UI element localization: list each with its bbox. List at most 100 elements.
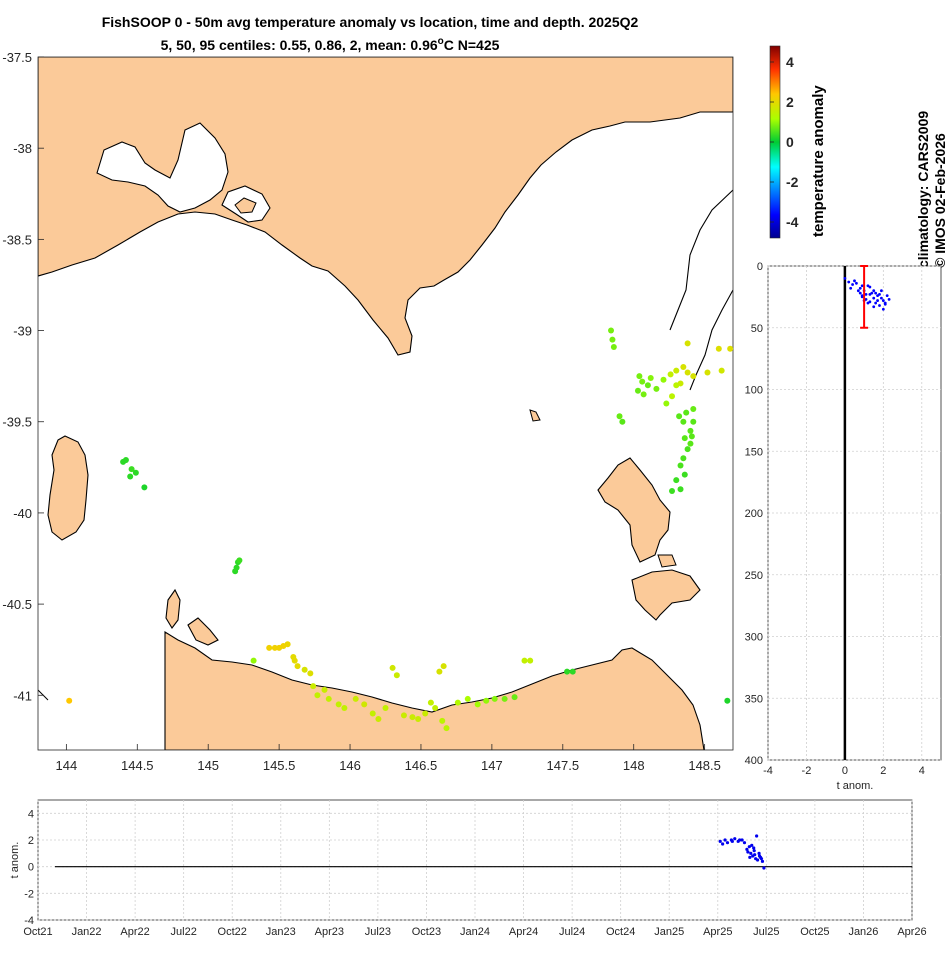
map-point — [132, 469, 139, 476]
time-x-tick-label: Apr25 — [703, 926, 732, 938]
time-point — [755, 834, 759, 838]
map-point — [690, 373, 697, 380]
profile-point — [870, 291, 874, 295]
map-point — [687, 440, 694, 447]
land-victoria — [38, 57, 733, 356]
map-point — [382, 705, 389, 712]
time-point — [755, 858, 760, 862]
map-point — [704, 369, 711, 376]
time-ticks: Oct21 Jan22 Apr22 Jul22 Oct22 Jan23 Apr23 Jul23… — [23, 808, 926, 938]
map-point — [127, 473, 134, 480]
map-point — [361, 701, 368, 708]
map-point — [432, 705, 439, 712]
map-point — [681, 435, 688, 442]
time-x-tick-label: Oct21 — [23, 926, 52, 938]
time-series-panel: Oct21 Jan22 Apr22 Jul22 Oct22 Jan23 Apr23 Jul23… — [9, 799, 927, 938]
french-island — [234, 197, 257, 214]
time-x-tick-label: Jul25 — [753, 926, 779, 938]
land-cape-barren — [631, 569, 701, 621]
map-point — [680, 364, 687, 371]
profile-point — [843, 276, 847, 280]
map-point — [66, 697, 73, 704]
profile-point — [881, 299, 885, 302]
map-point — [491, 695, 498, 702]
profile-y-tick-label: 200 — [745, 508, 763, 520]
map-point — [443, 725, 450, 732]
map-point — [427, 699, 434, 706]
map-point — [439, 717, 446, 724]
time-point — [752, 849, 756, 853]
map-point — [724, 697, 731, 704]
map-point — [271, 644, 278, 651]
profile-point — [851, 283, 854, 286]
title-line2-prefix: 5, 50, 95 centiles: 0.55, 0.86, 2, mean:… — [161, 37, 438, 53]
map-point — [415, 715, 422, 722]
map-point — [687, 427, 694, 434]
map-x-tick-label: 147 — [481, 758, 503, 773]
map-point — [440, 663, 447, 670]
map-y-ticks: -37.5 -38 -38.5 -39 -39.5 -40 -40.5 -41 — [2, 50, 44, 703]
time-point — [746, 850, 750, 854]
profile-y-tick-label: 350 — [745, 693, 763, 705]
map-x-tick-label: 145 — [197, 758, 219, 773]
map-point — [690, 418, 697, 425]
profile-x-tick-label: 2 — [880, 765, 886, 777]
profile-point — [858, 286, 862, 290]
map-point — [310, 683, 317, 690]
map-point — [128, 466, 135, 473]
map-point — [483, 697, 490, 704]
east-coast-line — [689, 289, 733, 391]
profile-point — [853, 279, 856, 283]
profile-point — [872, 305, 876, 309]
map-x-tick-label: 148.5 — [688, 758, 721, 773]
map-x-tick-label: 146 — [339, 758, 361, 773]
land-hunter-island — [165, 588, 181, 629]
time-point — [730, 839, 734, 843]
time-x-tick-label: Oct22 — [218, 926, 247, 938]
time-y-tick-label: -4 — [24, 915, 34, 927]
title-line2-degree: o — [438, 36, 444, 47]
map-point — [284, 641, 291, 648]
map-point — [325, 695, 332, 702]
time-marks — [55, 834, 912, 870]
profile-y-tick-label: 100 — [745, 385, 763, 397]
title-line2-suffix: C N=425 — [444, 37, 500, 53]
land-king-island — [47, 435, 89, 541]
profile-x-tick-label: 0 — [842, 765, 848, 777]
profile-y-tick-label: 0 — [757, 261, 763, 273]
profile-y-tick-label: 400 — [745, 755, 763, 767]
profile-point — [860, 284, 864, 288]
map-point — [681, 471, 688, 478]
profile-x-tick-label: -2 — [802, 765, 812, 777]
colorbar-label: temperature anomaly — [810, 85, 827, 237]
map-point — [409, 714, 416, 721]
climatology-text: climatology: CARS2009 — [915, 111, 931, 268]
time-point — [745, 847, 749, 851]
map-y-tick-label: -38.5 — [2, 232, 32, 247]
map-point — [464, 695, 471, 702]
credit-text: © IMOS 02-Feb-2026 — [932, 133, 948, 268]
map-axes-box — [37, 56, 734, 751]
time-point — [748, 855, 752, 859]
land-tasmania — [164, 631, 705, 750]
map-point — [232, 568, 239, 575]
map-point — [375, 715, 382, 722]
map-point — [301, 666, 308, 673]
map-x-tick-label: 144.5 — [121, 758, 154, 773]
profile-point — [887, 297, 891, 301]
map-point — [250, 657, 257, 664]
map-x-ticks: 144 144.5 145 145.5 146 146.5 147 147.5 148 148.5 — [56, 744, 721, 773]
map-points — [66, 327, 734, 732]
time-point — [718, 839, 722, 843]
profile-point — [881, 307, 885, 311]
colorbar-tick-label: -2 — [786, 174, 799, 190]
time-x-tick-label: Oct24 — [606, 926, 635, 938]
colorbar-tick-label: 4 — [786, 54, 794, 70]
map-point — [307, 670, 314, 677]
colorbar-tick-label: 2 — [786, 94, 794, 110]
map-point — [393, 672, 400, 679]
profile-point — [858, 291, 862, 295]
map-point — [511, 694, 518, 701]
